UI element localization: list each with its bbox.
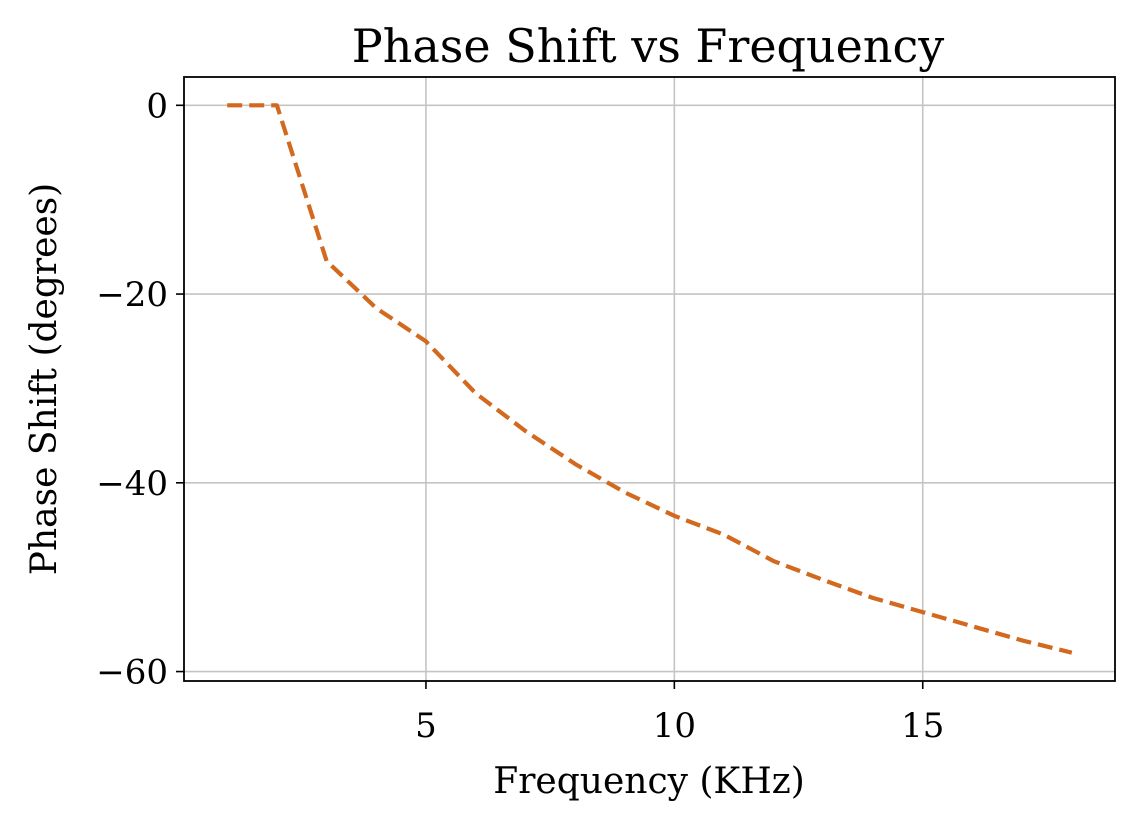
x-tick-label: 5 (415, 706, 437, 746)
y-tick-label: 0 (146, 86, 168, 126)
x-axis-label: Frequency (KHz) (493, 761, 805, 802)
y-tick-label: −40 (96, 464, 168, 504)
axis-ticks: 5 10 15 0 −20 −40 −60 (96, 86, 944, 746)
plot-frame (183, 76, 1116, 682)
series-line-phase-shift (227, 103, 1073, 655)
grid-lines (184, 77, 1115, 681)
y-axis-label: Phase Shift (degrees) (24, 183, 65, 575)
y-tick-label: −60 (96, 653, 168, 693)
chart-title: Phase Shift vs Frequency (352, 19, 944, 73)
x-tick-label: 10 (653, 706, 696, 746)
y-tick-label: −20 (96, 275, 168, 315)
series-layer (227, 103, 1073, 655)
x-tick-label: 15 (901, 706, 944, 746)
